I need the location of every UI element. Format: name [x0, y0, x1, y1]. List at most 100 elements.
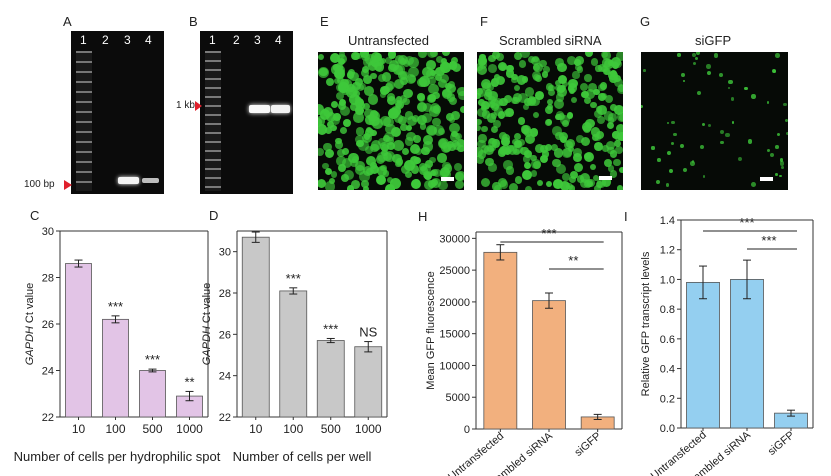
x-axis-label: Number of cells per hydrophilic spot [14, 449, 221, 464]
gfp-cell [572, 152, 582, 162]
gfp-cell [568, 146, 575, 153]
gfp-cell [349, 71, 359, 82]
gfp-cell [330, 171, 338, 178]
bar [532, 300, 566, 430]
gfp-cell [613, 78, 623, 88]
gfp-cell [406, 125, 413, 132]
gfp-cell [529, 128, 539, 138]
gfp-cell [609, 103, 617, 111]
gfp-cell [535, 91, 544, 100]
gfp-cell [590, 127, 601, 137]
gfp-cell [352, 81, 361, 91]
gfp-cell [731, 97, 735, 101]
gfp-cell [566, 56, 576, 66]
gfp-cell [422, 66, 433, 78]
gfp-cell [751, 94, 756, 99]
gfp-cell [555, 113, 562, 121]
gfp-cell [497, 177, 507, 187]
gfp-cell [324, 126, 332, 135]
gfp-cell [430, 103, 441, 114]
gfp-cell [426, 52, 438, 59]
gfp-cell [571, 97, 578, 104]
gfp-cell [597, 92, 607, 101]
gfp-cell [595, 130, 604, 139]
gfp-cell [601, 52, 609, 58]
gfp-cell [524, 87, 535, 98]
micrograph-title: siGFP [695, 33, 732, 48]
gfp-cell [483, 92, 492, 101]
gfp-cell [589, 164, 597, 171]
gfp-cell [656, 179, 661, 184]
gfp-cell [573, 147, 583, 157]
gfp-cell [364, 54, 376, 65]
gfp-cell [437, 153, 447, 163]
micrograph-scrambled-sirna [477, 52, 623, 190]
marker-arrow-icon [64, 180, 72, 190]
gfp-cell [614, 134, 622, 142]
gfp-cell [583, 180, 592, 189]
gfp-cell [407, 116, 418, 127]
gfp-cell [713, 53, 719, 58]
gfp-cell [455, 171, 464, 181]
gfp-cell [702, 122, 705, 126]
gfp-cell [363, 75, 373, 85]
gfp-cell [451, 130, 458, 137]
gfp-cell [581, 136, 591, 146]
gfp-cell [393, 78, 405, 90]
gfp-cell [399, 58, 406, 65]
y-tick-label: 0 [464, 424, 470, 436]
gfp-cell [781, 166, 784, 170]
gfp-cell [488, 163, 497, 172]
gfp-cell [423, 134, 434, 145]
y-tick-label: 0.0 [660, 423, 675, 435]
gfp-cell [337, 163, 346, 172]
significance-label: *** [323, 321, 338, 336]
bar [65, 263, 92, 418]
gfp-cell [363, 103, 371, 111]
gfp-cell [769, 152, 775, 158]
gfp-cell [532, 70, 542, 80]
panel-label-b: B [189, 14, 198, 29]
gfp-cell [333, 78, 340, 85]
gfp-cell [593, 110, 602, 119]
gfp-cell [337, 57, 346, 65]
gfp-cell [731, 121, 735, 125]
gfp-cell [400, 76, 409, 85]
gfp-cell [582, 122, 593, 133]
gfp-cell [457, 138, 464, 147]
gfp-cell [555, 58, 564, 68]
gfp-cell [427, 76, 436, 86]
gfp-cell [743, 86, 748, 91]
gfp-cell [480, 79, 491, 90]
gfp-cell [590, 102, 597, 109]
gfp-cell [562, 81, 569, 88]
gfp-cell [336, 77, 344, 85]
gfp-cell [362, 132, 373, 143]
gfp-cell [396, 101, 405, 110]
gfp-cell [666, 121, 669, 125]
gfp-cell [426, 126, 437, 137]
gfp-cell [512, 139, 519, 146]
x-tick-label: 500 [142, 422, 162, 436]
gfp-cell [331, 115, 341, 126]
gfp-cell [421, 112, 432, 124]
gfp-cell [615, 52, 623, 62]
gfp-cell [614, 104, 623, 115]
gfp-cell [569, 175, 577, 184]
y-tick-label: 24 [219, 371, 231, 383]
y-axis-label-text: Relative GFP transcript levels [640, 251, 652, 396]
gfp-cell [411, 115, 419, 122]
gfp-cell [443, 164, 453, 173]
gfp-cell [358, 140, 369, 151]
gfp-cell [365, 127, 374, 137]
gfp-cell [318, 104, 325, 116]
gfp-cell [616, 111, 623, 122]
gfp-cell [447, 141, 454, 148]
gfp-cell [402, 148, 410, 156]
gfp-cell [563, 148, 572, 157]
pcr-band [249, 105, 270, 113]
gfp-cell [381, 149, 388, 157]
gfp-cell [616, 123, 623, 133]
y-tick-label: 26 [42, 319, 54, 331]
gfp-cell [583, 152, 591, 160]
